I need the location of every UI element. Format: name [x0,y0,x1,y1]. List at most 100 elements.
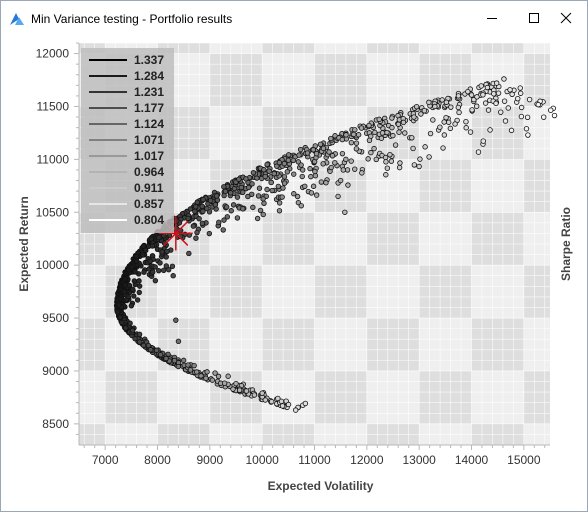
scatter-point [156,267,162,274]
scatter-point [378,135,385,141]
scatter-chart[interactable]: 7000 8000 9000 10000 11000 12000 13000 14000 150… [1,35,587,505]
scatter-point [372,129,378,136]
plot-band [262,53,315,107]
scatter-point [141,269,147,275]
scatter-point [443,114,449,121]
plot-band [105,370,158,424]
scatter-point [262,397,269,403]
legend-label: 0.911 [134,181,164,195]
scatter-point [140,342,147,349]
scatter-point [136,278,142,284]
plot-band [471,212,524,266]
scatter-point [216,219,222,226]
close-button[interactable] [545,1,587,35]
scatter-point [291,171,297,177]
scatter-point [224,214,231,220]
scatter-point [276,200,283,206]
scatter-point [517,85,523,91]
plot-band [314,43,367,54]
scatter-point [501,98,508,104]
scatter-point [207,197,214,204]
scatter-point [281,174,288,180]
scatter-point [223,204,230,210]
scatter-point [441,119,447,125]
legend[interactable]: 1.337 1.284 1.231 1.177 1.124 1.071 1.017 0.964… [81,48,174,233]
scatter-point [508,127,515,134]
scatter-point [440,145,446,151]
window-title: Min Variance testing - Portfolio results [31,12,233,26]
plot-band [209,318,263,371]
title-bar[interactable]: Min Variance testing - Portfolio results [1,1,587,35]
scatter-point [196,215,202,222]
scatter-point [260,211,266,218]
scatter-point [240,206,246,212]
scatter-point [329,153,336,159]
scatter-point [157,260,163,266]
scatter-point [445,119,452,125]
scatter-point [298,203,304,209]
scatter-point [250,170,257,176]
scatter-point [317,141,324,148]
scatter-point [437,124,443,130]
scatter-point [284,169,290,175]
legend-label: 1.284 [134,69,164,83]
scatter-point [343,156,349,163]
scatter-point [117,286,124,293]
scatter-point [298,162,304,168]
legend-label: 1.017 [134,149,164,163]
legend-label: 1.071 [134,133,164,147]
scatter-point [455,104,462,111]
scatter-point [221,184,227,190]
scatter-point [387,151,393,158]
plot-band [366,265,420,319]
scatter-point [170,273,176,279]
scatter-point [432,103,438,110]
scatter-point [482,100,489,106]
scatter-point [230,386,236,392]
scatter-point [198,373,204,379]
plot-band [523,212,550,266]
plot-band [209,265,263,319]
scatter-point [147,258,153,264]
scatter-point [413,103,420,110]
scatter-point [326,149,332,155]
scatter-point [463,119,469,125]
scatter-point [427,130,434,137]
scatter-point [245,193,251,200]
scatter-point [525,132,531,138]
scatter-point [447,125,454,132]
scatter-point [307,165,313,172]
y-tick-label: 9500 [42,311,69,325]
scatter-point [310,183,317,189]
minimize-button[interactable] [471,1,513,35]
scatter-point [200,196,206,203]
scatter-point [136,283,143,289]
scatter-point [221,217,227,223]
y-axis-label: Expected Return [17,196,31,291]
maximize-button[interactable] [513,1,555,35]
scatter-point [478,83,484,89]
scatter-point [328,164,334,171]
scatter-point [236,176,242,182]
plot-band [523,159,550,213]
scatter-point [402,130,408,136]
plot-band [419,53,472,107]
scatter-point [125,293,132,300]
scatter-point [388,158,395,164]
scatter-point [279,403,286,409]
scatter-point [220,227,226,233]
scatter-point [352,166,358,172]
scatter-point [212,202,219,208]
plot-band [209,53,263,107]
scatter-point [234,194,241,200]
x-tick-label: 11000 [298,453,331,467]
scatter-point [228,208,234,214]
scatter-point [268,398,275,405]
secondary-y-axis-label: Sharpe Ratio [559,207,573,281]
scatter-point [480,138,486,144]
scatter-point [340,167,346,173]
scatter-point [540,114,547,120]
scatter-point [166,266,172,273]
scatter-point [194,369,200,375]
